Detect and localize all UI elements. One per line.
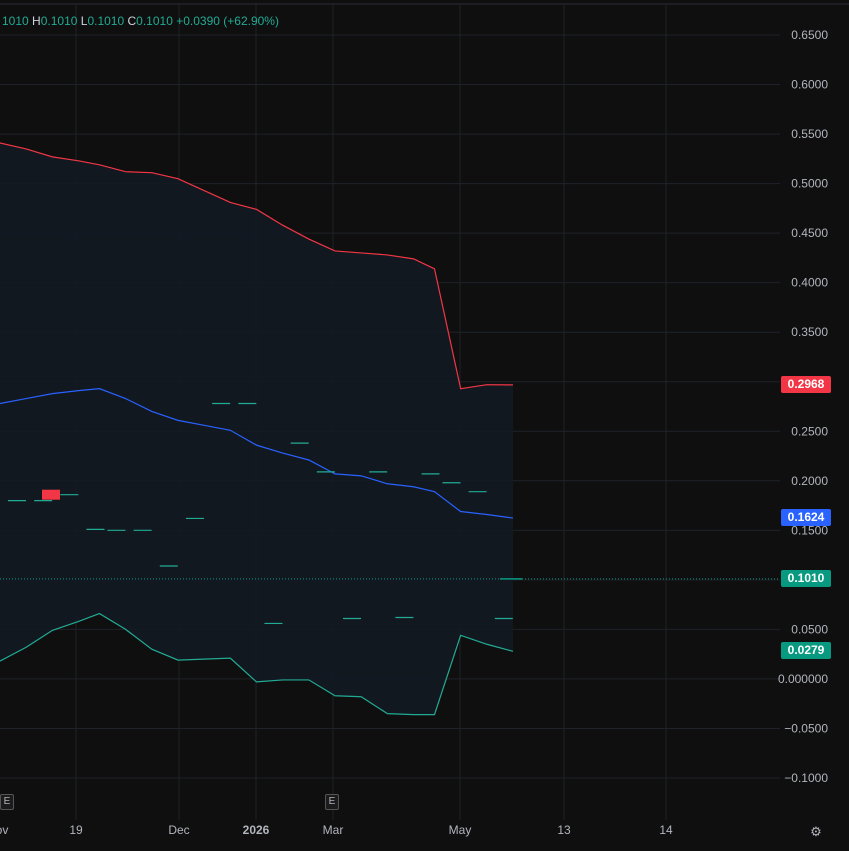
x-tick-label: Mar <box>323 823 344 837</box>
close-value: 0.1010 <box>136 14 173 28</box>
gear-icon[interactable]: ⚙ <box>810 824 822 839</box>
low-key: L <box>80 14 88 28</box>
y-tick-label: 0.4000 <box>791 276 828 290</box>
y-tick-label: 0.000000 <box>778 672 828 686</box>
x-tick-label: 13 <box>557 823 571 837</box>
close-key: C <box>127 14 137 28</box>
x-tick-label: 2026 <box>243 823 270 837</box>
x-tick-label: May <box>449 823 472 837</box>
low-value: 0.1010 <box>87 14 125 28</box>
upper-band-line <box>0 142 514 390</box>
y-tick-label: 0.0500 <box>791 622 828 636</box>
x-tick-label: ov <box>0 823 8 837</box>
x-tick-label: Dec <box>168 823 189 837</box>
y-tick-label: 0.2000 <box>791 474 828 488</box>
ohlc-legend: 1010 H0.1010 L0.1010 C0.1010 +0.0390 (+6… <box>2 14 279 28</box>
y-tick-label: 0.4500 <box>791 226 828 240</box>
y-tick-label: 0.2500 <box>791 424 828 438</box>
high-value: 0.1010 <box>40 14 78 28</box>
earnings-event-badge[interactable]: E <box>0 794 14 810</box>
y-tick-label: −0.0500 <box>784 721 828 735</box>
y-tick-label: 0.3500 <box>791 325 828 339</box>
upper-band-price-tag: 0.2968 <box>781 375 831 393</box>
y-tick-label: 0.6000 <box>791 78 828 92</box>
earnings-event-badge[interactable]: E <box>325 794 339 810</box>
band-fill-area <box>0 142 513 715</box>
x-tick-label: 19 <box>69 823 83 837</box>
lower-band-price-tag: 0.0279 <box>781 642 831 660</box>
last-price-tag: 0.1010 <box>781 569 831 587</box>
x-tick-label: 14 <box>659 823 673 837</box>
y-tick-label: 0.5000 <box>791 177 828 191</box>
open-value: 1010 <box>2 14 29 28</box>
lower-band-line <box>0 612 514 716</box>
middle-band-line <box>0 388 514 519</box>
price-bar-mark <box>42 489 60 500</box>
y-tick-label: 0.5500 <box>791 127 828 141</box>
y-tick-label: −0.1000 <box>784 771 828 785</box>
y-tick-label: 0.1500 <box>791 523 828 537</box>
middle-band-price-tag: 0.1624 <box>781 509 831 527</box>
change-value: +0.0390 (+62.90%) <box>176 14 279 28</box>
high-key: H <box>32 14 41 28</box>
y-tick-label: 0.6500 <box>791 28 828 42</box>
